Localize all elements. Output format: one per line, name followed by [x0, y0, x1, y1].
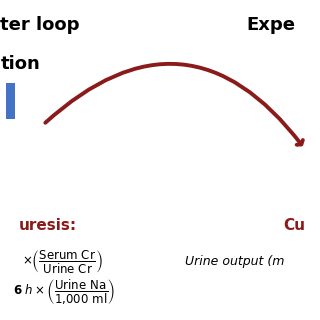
Text: $\mathbf{6}\ h \times \left(\dfrac{\mathrm{Urine\ Na}}{1{,}000\ \mathrm{ml}}\rig: $\mathbf{6}\ h \times \left(\dfrac{\math…	[12, 277, 115, 306]
Text: $\times \left(\dfrac{\mathrm{Serum\ Cr}}{\mathrm{Urine\ Cr}}\right)$: $\times \left(\dfrac{\mathrm{Serum\ Cr}}…	[22, 248, 103, 275]
Text: ter loop: ter loop	[0, 16, 80, 34]
FancyBboxPatch shape	[6, 83, 15, 119]
Text: Urine output (m: Urine output (m	[185, 255, 284, 268]
Text: Expe: Expe	[246, 16, 295, 34]
Text: Cu: Cu	[283, 218, 305, 233]
Text: uresis:: uresis:	[19, 218, 77, 233]
Text: tion: tion	[0, 55, 40, 73]
